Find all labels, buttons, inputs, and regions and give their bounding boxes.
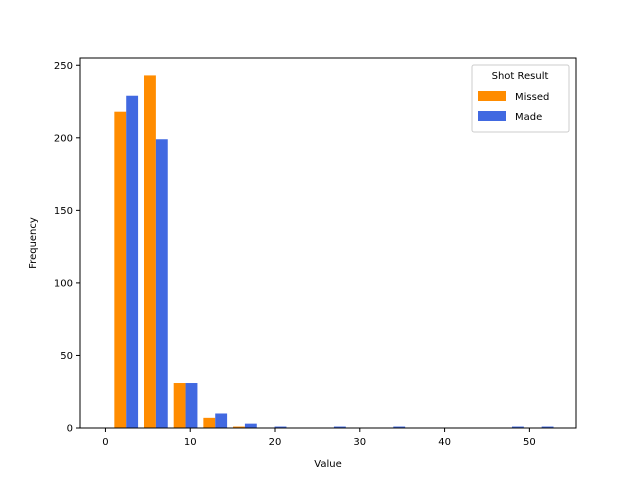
y-tick-label: 0 bbox=[67, 424, 73, 435]
y-axis-label: Frequency bbox=[28, 217, 39, 269]
legend-label-made: Made bbox=[515, 112, 542, 123]
plot-frame bbox=[79, 57, 577, 429]
bar-made bbox=[333, 426, 346, 428]
y-tick-label: 100 bbox=[54, 278, 73, 289]
bar-made bbox=[155, 139, 168, 428]
x-tick-label: 0 bbox=[102, 437, 108, 448]
bar-missed bbox=[203, 417, 216, 428]
bar-made bbox=[244, 423, 257, 428]
legend-title: Shot Result bbox=[492, 71, 549, 82]
y-tick-label: 150 bbox=[54, 206, 73, 217]
legend-label-missed: Missed bbox=[515, 92, 549, 103]
bar-made bbox=[185, 383, 198, 428]
y-tick-label: 250 bbox=[54, 61, 73, 72]
bar-made bbox=[541, 426, 554, 428]
x-tick-label: 10 bbox=[184, 437, 197, 448]
legend-swatch-made bbox=[478, 111, 506, 121]
y-axis-ticks: 0 50 100 150 200 250 bbox=[54, 61, 80, 435]
y-tick-label: 50 bbox=[60, 351, 73, 362]
bar-missed bbox=[173, 383, 186, 428]
bar-missed bbox=[114, 111, 127, 428]
bar-made bbox=[511, 426, 524, 428]
legend-swatch-missed bbox=[478, 91, 506, 101]
bars-layer bbox=[114, 75, 554, 428]
bar-missed bbox=[144, 75, 156, 428]
x-tick-label: 50 bbox=[523, 437, 536, 448]
x-axis-label: Value bbox=[314, 459, 341, 470]
bar-made bbox=[215, 413, 228, 428]
x-tick-label: 30 bbox=[353, 437, 366, 448]
x-tick-label: 20 bbox=[269, 437, 282, 448]
bar-made bbox=[274, 426, 287, 428]
bar-made bbox=[126, 95, 139, 428]
x-axis-ticks: 0 10 20 30 40 50 bbox=[102, 428, 536, 448]
x-tick-label: 40 bbox=[438, 437, 451, 448]
bar-missed bbox=[233, 426, 245, 428]
y-tick-label: 200 bbox=[54, 133, 73, 144]
legend: Shot Result Missed Made bbox=[471, 64, 570, 133]
bar-made bbox=[393, 426, 406, 428]
